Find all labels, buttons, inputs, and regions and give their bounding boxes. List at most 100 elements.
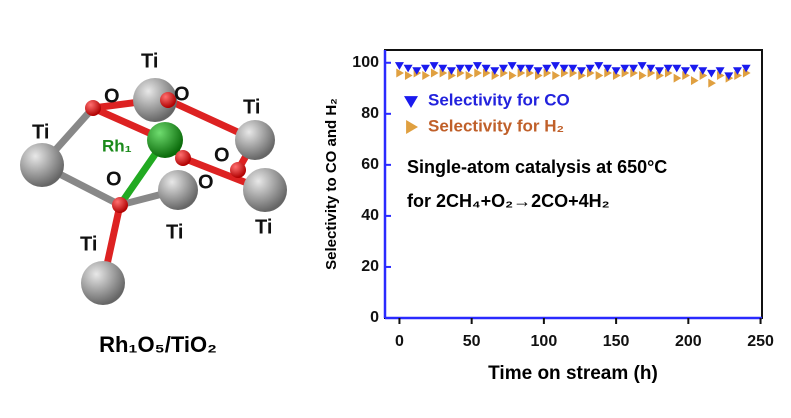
o-atom — [112, 197, 128, 213]
point — [429, 62, 439, 70]
point — [465, 71, 474, 81]
point — [403, 64, 413, 73]
point — [699, 71, 708, 81]
point — [482, 68, 491, 78]
point — [680, 67, 690, 75]
point — [742, 68, 751, 78]
x-tick-label: 100 — [531, 333, 558, 350]
point — [491, 71, 500, 81]
point — [663, 64, 673, 73]
point — [706, 69, 716, 78]
y-tick-label: 100 — [352, 54, 379, 71]
o-atom — [230, 162, 246, 178]
point — [560, 68, 569, 78]
atom-label: Ti — [255, 216, 272, 238]
point — [715, 67, 725, 75]
atom-label: Ti — [243, 96, 260, 118]
atom-label: Ti — [166, 221, 183, 243]
point — [430, 68, 439, 78]
y-tick-label: 80 — [361, 105, 379, 122]
annotation: Single-atom catalysis at 650°C — [407, 157, 667, 177]
point — [716, 71, 725, 81]
point — [682, 71, 690, 81]
ti-atom — [133, 78, 177, 122]
point — [628, 64, 638, 73]
point — [481, 64, 491, 73]
point — [689, 64, 699, 73]
point — [464, 64, 474, 73]
point — [637, 62, 647, 70]
point — [412, 67, 422, 75]
point — [404, 71, 413, 81]
x-tick-label: 150 — [603, 333, 630, 350]
o-atom — [160, 92, 176, 108]
point — [524, 64, 534, 73]
point — [422, 71, 430, 81]
legend-label: Selectivity for H₂ — [428, 116, 564, 135]
point — [472, 62, 482, 70]
point — [620, 64, 630, 73]
x-tick-label: 50 — [463, 333, 481, 350]
point — [448, 71, 456, 81]
ti-atom — [81, 261, 125, 305]
point — [698, 67, 708, 75]
point — [672, 64, 682, 73]
o-atom — [175, 150, 191, 166]
point — [602, 64, 612, 73]
point — [638, 71, 647, 81]
point — [394, 62, 404, 70]
x-axis-label: Time on stream (h) — [488, 363, 658, 384]
point — [586, 68, 595, 78]
point — [439, 68, 448, 78]
atom-label: O — [104, 85, 120, 107]
legend-marker — [406, 120, 418, 134]
point — [500, 68, 508, 78]
point — [569, 68, 578, 78]
point — [552, 71, 560, 81]
point — [741, 64, 751, 73]
ti-atom — [235, 120, 275, 160]
point — [533, 67, 543, 75]
atom-label: O — [174, 83, 190, 105]
atom-label: Ti — [32, 121, 49, 143]
point — [594, 62, 604, 70]
ti-atom — [20, 143, 64, 187]
point — [734, 71, 742, 81]
point — [611, 67, 621, 75]
atom-label: Ti — [141, 50, 158, 72]
annotation: for 2CH₄+O₂→2CO+4H₂ — [407, 191, 610, 211]
y-tick-label: 20 — [361, 258, 379, 275]
point — [446, 67, 456, 75]
point — [516, 64, 526, 73]
point — [646, 64, 656, 73]
point — [490, 67, 500, 75]
atom-label: O — [214, 144, 230, 166]
point — [595, 71, 604, 81]
point — [656, 71, 664, 81]
legend-marker — [404, 96, 418, 108]
point — [612, 71, 621, 81]
point — [396, 68, 404, 78]
point — [585, 64, 595, 73]
y-tick-label: 40 — [361, 207, 379, 224]
y-tick-label: 0 — [370, 309, 379, 326]
y-axis-label: Selectivity to CO and H₂ — [323, 98, 340, 270]
point — [534, 71, 543, 81]
point — [543, 68, 552, 78]
point — [673, 73, 682, 83]
chart: Selectivity to CO and H₂ Time on stream … — [323, 49, 774, 384]
point — [438, 64, 448, 73]
point — [604, 68, 612, 78]
point — [420, 64, 430, 73]
o-atom — [85, 100, 101, 116]
point — [526, 68, 534, 78]
rh-atom — [147, 122, 183, 158]
x-tick-label: 250 — [747, 333, 774, 350]
point — [664, 68, 673, 78]
ti-atom — [243, 168, 287, 212]
point — [508, 71, 517, 81]
point — [578, 71, 586, 81]
point — [708, 78, 716, 88]
point — [507, 62, 517, 70]
